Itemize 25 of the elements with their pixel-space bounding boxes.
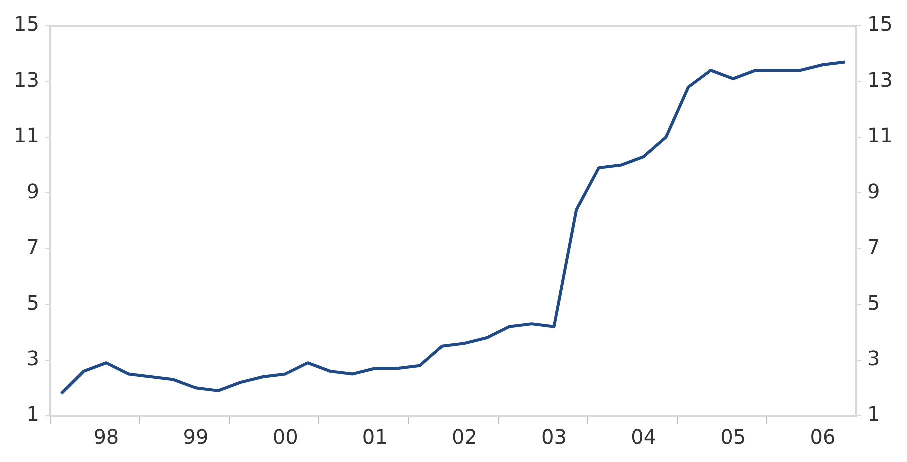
y2-tick-label: 7 bbox=[868, 235, 880, 260]
y2-tick-label: 9 bbox=[868, 179, 880, 204]
y2-tick-label: 13 bbox=[868, 68, 894, 92]
y-tick-label: 11 bbox=[14, 124, 40, 148]
y-tick-label: 15 bbox=[14, 12, 40, 36]
x-tick-label: 98 bbox=[94, 425, 120, 450]
x-tick-label: 03 bbox=[542, 425, 567, 450]
y2-tick-label: 5 bbox=[868, 290, 880, 315]
y-tick-label: 3 bbox=[26, 346, 40, 370]
x-tick-label: 02 bbox=[452, 425, 478, 450]
y2-tick-label: 3 bbox=[868, 346, 880, 370]
y2-tick-label: 15 bbox=[868, 12, 894, 36]
y2-tick-label: 1 bbox=[868, 402, 880, 426]
x-tick-label: 04 bbox=[631, 425, 657, 450]
x-tick-label: 01 bbox=[362, 425, 388, 450]
y-tick-label: 7 bbox=[26, 235, 40, 260]
y-tick-label: 5 bbox=[26, 290, 40, 315]
y-tick-label: 1 bbox=[26, 402, 40, 426]
y-tick-label: 13 bbox=[14, 68, 40, 92]
x-tick-label: 05 bbox=[720, 425, 746, 450]
x-tick-label: 06 bbox=[810, 425, 836, 450]
y2-tick-label: 11 bbox=[868, 124, 894, 148]
y-tick-label: 9 bbox=[26, 179, 40, 204]
x-tick-label: 00 bbox=[272, 425, 298, 450]
x-tick-label: 99 bbox=[183, 425, 209, 450]
